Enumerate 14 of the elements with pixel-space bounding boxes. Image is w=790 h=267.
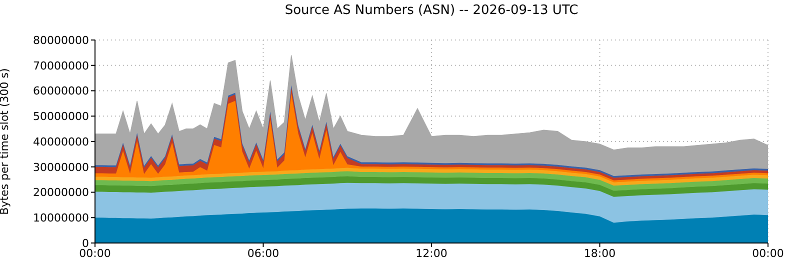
y-axis-title: Bytes per time slot (300 s) bbox=[0, 68, 11, 215]
x-tick-label: 12:00 bbox=[416, 246, 448, 260]
x-tick-label: 00:00 bbox=[752, 246, 784, 260]
y-tick-label: 70000000 bbox=[33, 59, 89, 72]
y-tick-label: 60000000 bbox=[33, 84, 89, 98]
y-tick-label: 50000000 bbox=[33, 110, 89, 124]
x-tick-label: 18:00 bbox=[584, 246, 616, 260]
y-tick-label: 80000000 bbox=[33, 34, 89, 47]
x-tick-label: 06:00 bbox=[247, 246, 280, 260]
y-tick-label: 10000000 bbox=[33, 212, 89, 225]
chart-title: Source AS Numbers (ASN) -- 2026-09-13 UTC bbox=[284, 3, 580, 18]
y-tick-label: 20000000 bbox=[33, 186, 89, 200]
y-tick-label: 40000000 bbox=[33, 135, 89, 148]
y-tick-label: 30000000 bbox=[33, 160, 89, 174]
